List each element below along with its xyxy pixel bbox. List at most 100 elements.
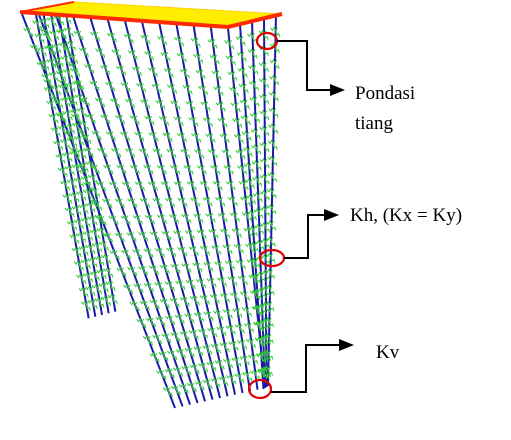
spring-element — [234, 323, 245, 334]
spring-element — [94, 297, 105, 308]
spring-element — [134, 130, 145, 142]
spring-element — [114, 231, 125, 243]
spring-element — [185, 100, 196, 111]
pile-line — [158, 23, 236, 395]
spring-element — [199, 180, 210, 191]
spring-element — [71, 163, 82, 174]
spring-element — [224, 259, 236, 271]
spring-element — [269, 58, 280, 70]
spring-element — [252, 176, 263, 187]
spring-element — [237, 274, 248, 286]
spring-element — [195, 68, 206, 80]
spring-element — [245, 194, 256, 205]
spring-element — [249, 369, 261, 380]
spring-element — [100, 64, 111, 75]
spring-element — [176, 131, 188, 143]
spring-element — [161, 229, 172, 241]
spring-element — [225, 54, 236, 66]
spring-element — [260, 254, 271, 265]
spring-element — [176, 51, 187, 63]
spring-element — [87, 256, 98, 268]
spring-element — [100, 113, 111, 124]
spring-element — [200, 100, 211, 112]
spring-element — [155, 98, 166, 110]
spring-element — [70, 66, 81, 78]
spring-element — [170, 99, 181, 110]
spring-element — [148, 131, 159, 142]
spring-element — [183, 164, 194, 175]
spring-element — [227, 275, 238, 286]
arrow-head-vertical-spring — [339, 339, 354, 351]
spring-element — [97, 146, 108, 158]
spring-element — [238, 82, 249, 94]
spring-element — [264, 300, 275, 312]
spring-element — [253, 223, 264, 235]
spring-element — [98, 240, 109, 251]
spring-element — [110, 97, 121, 108]
spring-element — [133, 282, 144, 294]
spring-element — [53, 139, 64, 151]
spring-element — [147, 66, 158, 77]
spring-element — [181, 262, 192, 273]
spring-element — [80, 175, 91, 186]
spring-element — [193, 52, 204, 64]
spring-element — [29, 43, 40, 55]
spring-element — [170, 263, 181, 274]
spring-element — [72, 80, 83, 91]
spring-element — [78, 287, 89, 298]
spring-element — [162, 131, 173, 142]
spring-element — [249, 289, 260, 300]
spring-element — [202, 116, 214, 127]
spring-element — [247, 225, 258, 237]
spring-element — [129, 114, 140, 125]
spring-element — [160, 180, 171, 191]
spring-element — [80, 258, 91, 270]
pile-line — [192, 25, 251, 392]
spring-element — [209, 53, 220, 65]
spring-element — [265, 252, 276, 263]
spring-element — [127, 265, 138, 277]
spring-element — [111, 147, 122, 158]
spring-element — [89, 186, 101, 198]
spring-element — [78, 245, 89, 256]
spring-element — [260, 286, 271, 297]
spring-element — [87, 173, 98, 185]
spring-element — [69, 191, 80, 203]
spring-element — [91, 241, 103, 253]
spring-element — [193, 212, 204, 223]
spring-element — [44, 44, 55, 56]
spring-element — [83, 146, 94, 158]
spring-element — [206, 360, 217, 372]
spring-element — [78, 203, 89, 214]
spring-element — [259, 141, 270, 153]
spring-element — [193, 311, 204, 322]
spring-element — [177, 245, 188, 257]
spring-element — [78, 161, 89, 173]
spring-element — [260, 270, 271, 281]
spring-element — [186, 180, 197, 191]
spring-element — [101, 253, 112, 265]
spring-element — [208, 228, 219, 239]
spring-element — [143, 281, 154, 293]
spring-element — [212, 180, 223, 191]
spring-element — [138, 230, 149, 242]
spring-element — [71, 121, 83, 133]
spring-element — [249, 112, 261, 123]
spring-element — [56, 28, 67, 39]
spring-element — [248, 241, 259, 253]
spring-element — [181, 364, 192, 376]
spring-element — [39, 59, 50, 70]
spring-element — [227, 70, 238, 81]
spring-element — [179, 296, 190, 307]
spring-element — [41, 31, 52, 42]
spring-element — [270, 26, 281, 38]
spring-element — [89, 228, 100, 240]
spring-elements — [23, 13, 281, 397]
spring-element — [267, 171, 278, 183]
spring-element — [143, 247, 154, 259]
spring-element — [105, 130, 116, 141]
spring-element — [125, 97, 136, 109]
spring-element — [65, 40, 76, 51]
spring-element — [103, 163, 114, 175]
